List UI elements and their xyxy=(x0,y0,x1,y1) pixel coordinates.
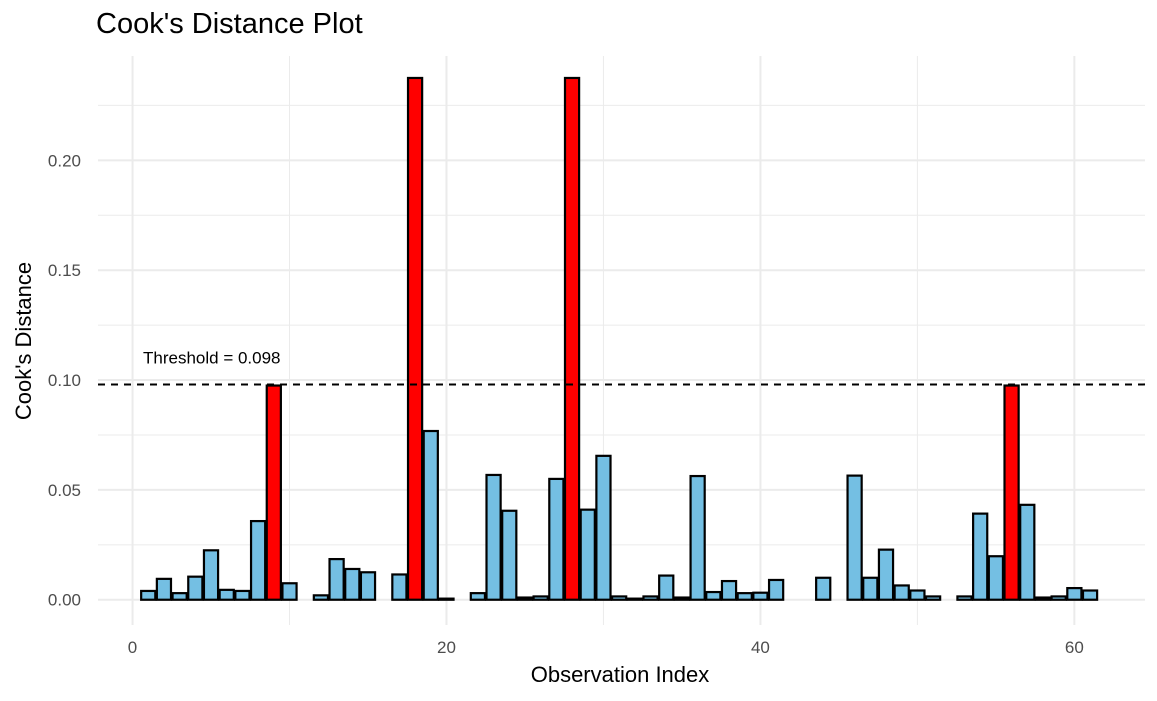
bar xyxy=(1066,586,1083,601)
bar xyxy=(532,595,549,601)
bar xyxy=(642,595,659,601)
bar xyxy=(234,589,251,601)
bar xyxy=(155,577,173,601)
bar xyxy=(626,597,644,601)
bar xyxy=(359,571,377,601)
bar xyxy=(673,596,691,601)
y-tick-labels: 0.00 0.05 0.10 0.15 0.20 xyxy=(48,151,81,609)
bar xyxy=(202,549,220,601)
bars xyxy=(140,76,1099,601)
y-tick-label: 0.10 xyxy=(48,371,81,390)
threshold-label: Threshold = 0.098 xyxy=(143,348,281,367)
y-tick-label: 0.00 xyxy=(48,591,81,610)
bar xyxy=(563,76,581,601)
y-tick-label: 0.05 xyxy=(48,481,81,500)
bar xyxy=(987,555,1005,601)
bar xyxy=(736,592,753,601)
bar xyxy=(595,454,612,601)
bar xyxy=(579,508,596,601)
bar xyxy=(344,567,361,601)
bar xyxy=(140,589,157,601)
x-tick-label: 40 xyxy=(751,638,770,657)
threshold-layer: Threshold = 0.098 xyxy=(98,348,1145,386)
bar xyxy=(516,596,534,601)
x-tick-label: 0 xyxy=(128,638,137,657)
chart-title: Cook's Distance Plot xyxy=(96,8,363,40)
bar xyxy=(767,578,785,601)
bar xyxy=(956,595,973,601)
bar xyxy=(972,512,989,601)
bar xyxy=(171,592,188,601)
bar xyxy=(312,594,330,601)
bar xyxy=(862,576,879,601)
bar xyxy=(1019,503,1036,601)
bar xyxy=(469,592,487,601)
bar xyxy=(893,584,910,601)
bar xyxy=(1034,596,1052,601)
bar xyxy=(752,591,769,601)
bar xyxy=(265,384,282,601)
bar xyxy=(877,548,895,601)
bar xyxy=(438,597,455,601)
x-tick-label: 60 xyxy=(1065,638,1084,657)
bar xyxy=(610,595,628,601)
x-axis-title: Observation Index xyxy=(531,662,710,687)
x-tick-label: 20 xyxy=(437,638,456,657)
bar xyxy=(705,590,722,601)
bar xyxy=(187,575,204,601)
bar xyxy=(909,589,926,601)
y-tick-label: 0.20 xyxy=(48,151,81,170)
bar xyxy=(1081,589,1099,601)
bar xyxy=(658,574,675,601)
x-tick-labels: 0 20 40 60 xyxy=(128,638,1084,657)
bar xyxy=(422,429,439,601)
bar xyxy=(406,76,424,601)
bar xyxy=(815,576,832,601)
bar xyxy=(1003,384,1020,601)
bar xyxy=(249,519,267,601)
bar xyxy=(485,473,502,601)
bar xyxy=(281,582,298,601)
bar xyxy=(218,588,235,601)
bar xyxy=(328,557,345,601)
y-axis-title: Cook's Distance xyxy=(11,262,36,420)
bar xyxy=(689,474,706,601)
bar xyxy=(1050,595,1067,601)
bar xyxy=(548,477,565,601)
bar xyxy=(924,595,942,601)
bar xyxy=(720,579,738,601)
bar xyxy=(501,509,518,601)
bar xyxy=(391,573,408,601)
bar xyxy=(846,474,863,601)
y-tick-label: 0.15 xyxy=(48,261,81,280)
